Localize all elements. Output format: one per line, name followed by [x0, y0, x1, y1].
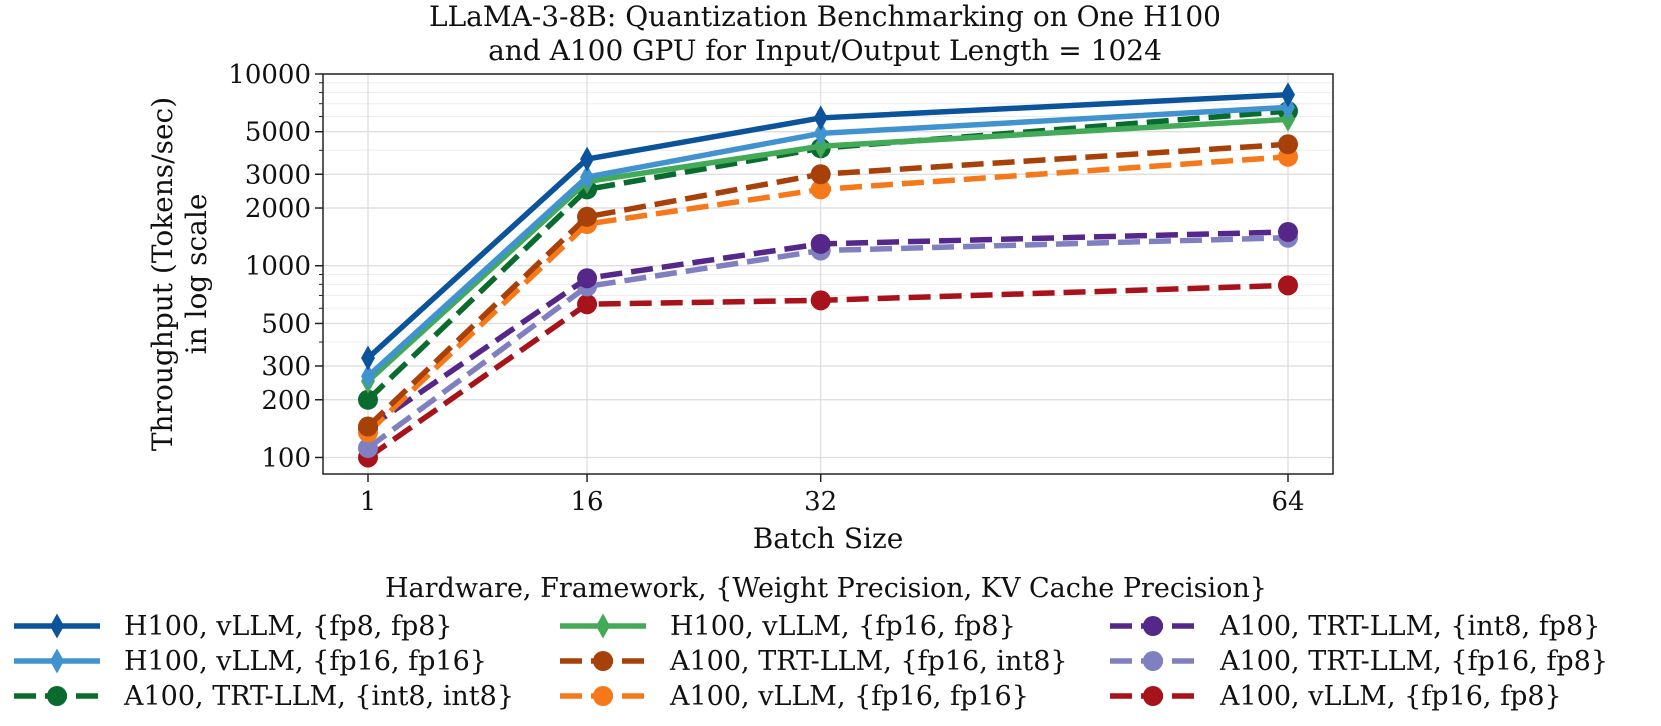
legend-label: A100, TRT-LLM, {int8, int8}	[123, 681, 514, 712]
data-point	[813, 133, 828, 159]
series-5	[358, 134, 1298, 437]
y-tick-label: 200	[261, 386, 311, 416]
x-axis-label: Batch Size	[753, 522, 904, 555]
series-lines	[358, 82, 1298, 468]
plot-area	[322, 73, 1334, 475]
series-line	[366, 229, 1289, 431]
data-point	[358, 438, 378, 459]
data-point	[577, 294, 598, 315]
data-point	[810, 233, 831, 254]
legend-marker	[47, 686, 67, 706]
x-tick-label: 16	[571, 487, 604, 517]
x-tick-label: 32	[804, 487, 837, 517]
legend-item: H100, vLLM, {fp16, fp8}	[560, 611, 1016, 642]
legend-item: A100, TRT-LLM, {int8, fp8}	[1110, 611, 1600, 642]
data-point	[810, 179, 831, 200]
data-point	[810, 164, 831, 185]
legend-item: H100, vLLM, {fp8, fp8}	[14, 611, 453, 642]
data-point	[577, 268, 598, 289]
y-tick-label: 500	[261, 309, 311, 339]
series-line	[366, 91, 1289, 361]
legend-item: A100, TRT-LLM, {int8, int8}	[14, 681, 514, 712]
data-point	[580, 164, 595, 190]
data-point	[813, 105, 828, 131]
data-point	[1281, 94, 1295, 120]
series-line	[366, 141, 1289, 429]
legend-marker	[596, 613, 610, 639]
legend-label: A100, vLLM, {fp16, fp16}	[669, 681, 1029, 712]
legend-item: A100, TRT-LLM, {fp16, int8}	[560, 646, 1068, 677]
chart-title-line-1: LLaMA-3-8B: Quantization Benchmarking on…	[429, 0, 1221, 33]
data-point	[1281, 82, 1295, 108]
series-line	[366, 154, 1289, 435]
y-tick-label: 100	[261, 443, 311, 473]
series-line	[366, 104, 1289, 379]
legend-label: A100, TRT-LLM, {fp16, fp8}	[1219, 646, 1608, 677]
y-axis-label-line-2: in log scale	[180, 194, 213, 355]
data-point	[577, 206, 598, 227]
y-tick-label: 300	[261, 352, 311, 382]
data-point	[358, 416, 378, 437]
legend-label: A100, vLLM, {fp16, fp8}	[1219, 681, 1562, 712]
legend-marker	[1143, 651, 1163, 671]
legend-marker	[1143, 616, 1163, 636]
data-point	[1278, 275, 1298, 296]
legend-marker	[593, 651, 613, 671]
legend-item: A100, TRT-LLM, {fp16, fp8}	[1110, 646, 1608, 677]
data-point	[358, 389, 378, 410]
data-point	[1278, 134, 1298, 155]
series-1	[361, 82, 1295, 371]
data-point	[361, 363, 375, 389]
series-line	[366, 116, 1289, 384]
data-point	[813, 120, 828, 146]
y-axis-label-line-1: Throughput (Tokens/sec)	[146, 97, 179, 451]
series-9	[358, 275, 1298, 468]
chart-title-line-2: and A100 GPU for Input/Output Length = 1…	[488, 34, 1162, 67]
data-point	[361, 345, 375, 371]
series-line	[366, 282, 1289, 460]
y-tick-label: 2000	[245, 194, 311, 224]
series-2	[361, 94, 1295, 389]
y-tick-label: 1000	[245, 252, 311, 282]
data-point	[580, 146, 595, 172]
legend-label: H100, vLLM, {fp16, fp8}	[670, 611, 1016, 642]
legend-label: H100, vLLM, {fp16, fp16}	[124, 646, 487, 677]
y-tick-label: 5000	[245, 118, 311, 148]
data-point	[1278, 221, 1298, 242]
series-line	[366, 234, 1289, 451]
legend-label: A100, TRT-LLM, {int8, fp8}	[1219, 611, 1600, 642]
x-tick-label: 64	[1271, 487, 1304, 517]
legend-marker	[593, 686, 613, 706]
legend-label: A100, TRT-LLM, {fp16, int8}	[669, 646, 1068, 677]
legend-title: Hardware, Framework, {Weight Precision, …	[385, 573, 1267, 604]
legend-item: A100, vLLM, {fp16, fp8}	[1110, 681, 1562, 712]
legend-marker	[50, 648, 64, 674]
legend-item: H100, vLLM, {fp16, fp16}	[14, 646, 487, 677]
series-line	[366, 108, 1289, 402]
axis-ticks: 100 200 300 500 1000 2000 3000 5000 10000 1 16 32 64	[228, 60, 1304, 517]
legend-label: H100, vLLM, {fp8, fp8}	[124, 611, 453, 642]
legend: H100, vLLM, {fp8, fp8} H100, vLLM, {fp16,…	[14, 611, 1608, 712]
legend-marker	[1143, 686, 1163, 706]
legend-marker	[50, 613, 64, 639]
y-tick-label: 3000	[245, 160, 311, 190]
x-tick-label: 1	[360, 487, 377, 517]
data-point	[810, 290, 831, 311]
legend-item: A100, vLLM, {fp16, fp16}	[560, 681, 1029, 712]
y-tick-label: 10000	[228, 60, 311, 90]
